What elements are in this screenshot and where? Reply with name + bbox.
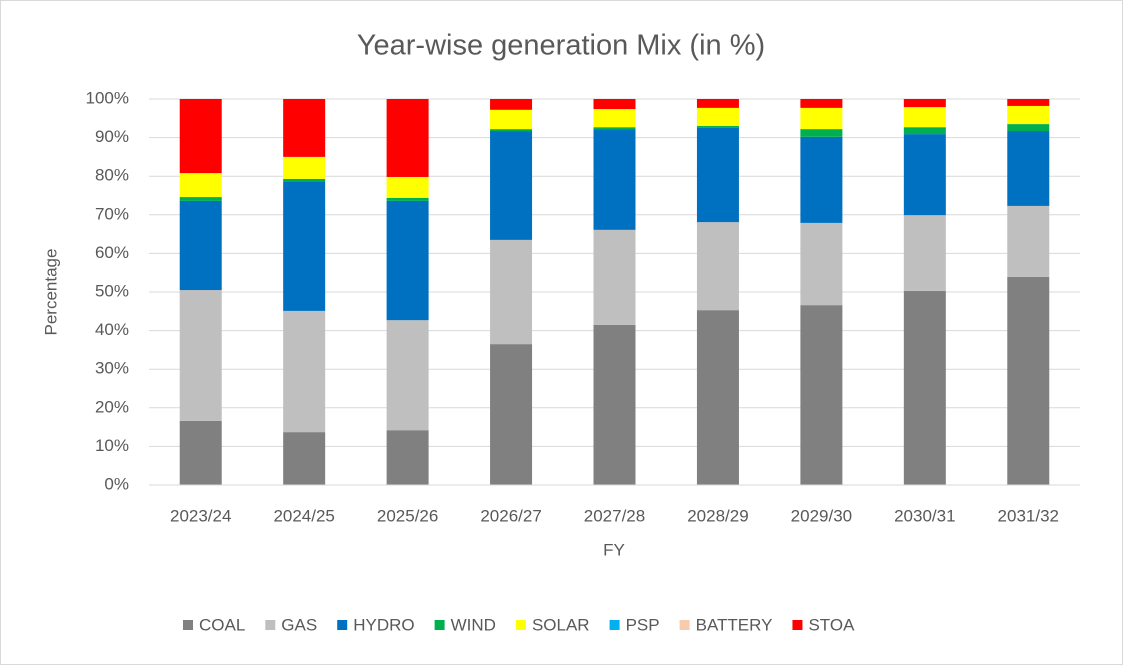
y-tick-label: 0%: [104, 474, 129, 493]
y-tick-label: 70%: [95, 204, 129, 223]
bar-segment: [696, 126, 739, 128]
legend-swatch: [337, 620, 348, 630]
legend-label: GAS: [281, 615, 317, 634]
legend-swatch: [609, 620, 620, 630]
bar-segment: [490, 131, 533, 240]
bar-segment: [696, 310, 739, 485]
bar-segment: [386, 200, 429, 321]
bar-segment: [696, 107, 739, 127]
y-tick-label: 80%: [95, 166, 129, 185]
x-tick-label: 2030/31: [894, 506, 955, 525]
bar-segment: [179, 290, 222, 421]
y-tick-label: 90%: [95, 127, 129, 146]
x-tick-label: 2023/24: [170, 506, 231, 525]
legend-swatch: [265, 620, 276, 630]
bar-segment: [386, 176, 429, 198]
y-tick-label: 30%: [95, 359, 129, 378]
bar-segment: [179, 173, 222, 198]
x-axis-title: FY: [603, 540, 625, 559]
bar-segment: [800, 129, 843, 137]
bar-segment: [593, 129, 636, 230]
x-tick-label: 2028/29: [687, 506, 748, 525]
legend-label: STOA: [808, 615, 855, 634]
bar-segment: [696, 222, 739, 311]
bar-segment: [593, 99, 636, 110]
bar-segment: [179, 420, 222, 485]
y-tick-label: 100%: [86, 88, 129, 107]
y-tick-label: 50%: [95, 281, 129, 300]
bar-segment: [283, 432, 326, 485]
bar-segment: [903, 107, 946, 128]
y-tick-label: 40%: [95, 320, 129, 339]
y-tick-label: 20%: [95, 397, 129, 416]
bar-segment: [283, 310, 326, 433]
bar-segment: [800, 107, 843, 130]
bar-segment: [903, 127, 946, 135]
x-tick-label: 2027/28: [584, 506, 645, 525]
bar-segment: [490, 344, 533, 485]
bar-segment: [696, 127, 739, 223]
bar-segment: [283, 181, 326, 311]
bar-segment: [490, 109, 533, 130]
bar-segment: [179, 200, 222, 291]
bar-segment: [593, 127, 636, 130]
x-tick-label: 2024/25: [273, 506, 334, 525]
legend-swatch: [183, 620, 193, 630]
bar-segment: [179, 197, 222, 201]
bar-segment: [1007, 276, 1050, 485]
bar-segment: [386, 430, 429, 485]
bar-segment: [903, 134, 946, 216]
y-axis-title: Percentage: [41, 249, 60, 336]
bar-segment: [386, 320, 429, 431]
bar-segment: [800, 305, 843, 485]
bar-segment: [800, 99, 843, 108]
bar-segment: [903, 290, 946, 485]
bar-segment: [800, 222, 843, 306]
legend-label: HYDRO: [353, 615, 414, 634]
y-tick-label: 60%: [95, 243, 129, 262]
legend-swatch: [515, 620, 526, 630]
bar-segment: [903, 215, 946, 291]
x-tick-label: 2029/30: [791, 506, 852, 525]
legend-label: SOLAR: [532, 615, 590, 634]
legend-label: COAL: [199, 615, 245, 634]
bar-segment: [283, 156, 326, 179]
bar-segment: [593, 229, 636, 325]
legend-label: WIND: [451, 615, 496, 634]
bar-segment: [283, 178, 326, 182]
bar-segment: [179, 99, 222, 174]
bar-segment: [1007, 131, 1050, 206]
bar-segment: [386, 197, 429, 201]
bar-segment: [1007, 205, 1050, 277]
bar-segment: [1007, 99, 1050, 106]
bar-segment: [593, 324, 636, 485]
bar-segment: [490, 239, 533, 345]
bar-segment: [1007, 105, 1050, 125]
x-tick-label: 2031/32: [998, 506, 1059, 525]
legend-swatch: [792, 620, 803, 630]
x-tick-label: 2026/27: [480, 506, 541, 525]
legend-label: PSP: [626, 615, 660, 634]
bar-segment: [800, 136, 843, 223]
bar-segment: [490, 129, 533, 132]
legend-swatch: [434, 620, 445, 630]
bar-segment: [593, 109, 636, 128]
bar-segment: [1007, 124, 1050, 132]
legend-label: BATTERY: [696, 615, 773, 634]
bar-segment: [283, 99, 326, 157]
x-tick-label: 2025/26: [377, 506, 438, 525]
legend-swatch: [679, 620, 690, 630]
bar-segment: [386, 99, 429, 177]
bar-segment: [903, 99, 946, 108]
bar-segment: [696, 99, 739, 108]
chart-title: Year-wise generation Mix (in %): [357, 30, 765, 62]
y-tick-label: 10%: [95, 436, 129, 455]
bar-segment: [490, 99, 533, 110]
